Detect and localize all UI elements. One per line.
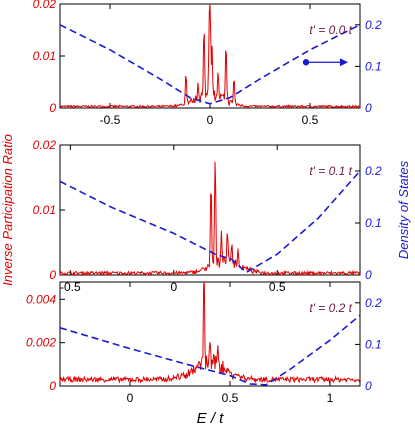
x-tick-label: 1 [327,391,334,405]
y-left-tick-label: 0.004 [26,292,56,306]
y-right-tick-label: 0.1 [365,216,382,230]
y-right-tick-label: 0 [365,379,372,393]
y-left-tick-label: 0 [49,268,56,282]
panel-annotation: t' = 0.1 t [309,164,352,178]
y-left-tick-label: 0 [49,101,56,115]
y-axis-label-left: Inverse Participation Ratio [0,134,15,286]
x-tick-label: 0 [207,113,214,127]
dos-series-line [59,24,361,105]
x-tick-label: -0.5 [60,280,81,294]
dos-series-line [59,314,361,386]
panel-top: -0.5 0 0.5 0 0.01 0.02 0 0.1 0.2 t' = 0.0 t [33,0,382,127]
x-axis-label: E / t [197,410,225,427]
panel-annotation: t' = 0.2 t [309,301,352,315]
x-tick-label: 0.5 [222,391,239,405]
plot-frame [59,281,361,387]
panel-middle: -0.5 0 0.5 0 0.01 0.02 0 0.1 0.2 t' = 0.1 t [33,138,382,294]
panel-bottom: 0 0.5 1 0 0.002 0.004 0 0.1 0.2 t' = 0.2 t [26,281,382,405]
y-right-tick-label: 0.2 [365,18,382,32]
y-right-tick-label: 0 [365,101,372,115]
ipr-series-line [59,3,361,109]
y-right-tick-label: 0 [365,268,372,282]
y-left-tick-label: 0.002 [26,336,56,350]
y-left-tick-label: 0.01 [33,49,56,63]
y-right-tick-label: 0.1 [365,337,382,351]
y-axis-label-right: Density of States [396,160,411,259]
y-left-tick-label: 0 [49,379,56,393]
x-tick-label: 0.5 [269,280,286,294]
y-left-tick-label: 0.01 [33,203,56,217]
x-tick-label: 0 [127,391,134,405]
y-left-tick-label: 0.02 [33,138,57,152]
y-left-tick-label: 0.02 [33,0,57,11]
x-tick-label: 0.5 [302,113,319,127]
ipr-series-line [59,161,361,277]
y-right-tick-label: 0.2 [365,296,382,310]
y-right-tick-label: 0.2 [365,164,382,178]
arrow-head-icon [340,58,348,67]
ipr-series-line [59,281,361,384]
dos-series-line [59,170,361,274]
panel-annotation: t' = 0.0 t [309,23,352,37]
y-right-tick-label: 0.1 [365,59,382,73]
x-tick-label: 0 [170,280,177,294]
x-tick-label: -0.5 [100,113,121,127]
